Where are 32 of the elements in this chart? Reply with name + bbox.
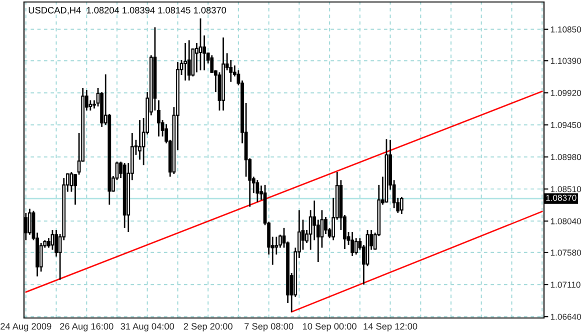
- candlestick: [400, 196, 404, 215]
- x-tick-label: 2 Sep 20:00: [184, 323, 232, 332]
- candlestick: [350, 231, 354, 257]
- x-tick-label: 14 Sep 12:00: [364, 323, 418, 332]
- x-tick-label: 26 Aug 16:00: [60, 323, 114, 332]
- candlestick: [274, 236, 278, 256]
- y-tick-label: 1.09920: [550, 90, 582, 96]
- y-tick-label: 1.06640: [550, 314, 582, 320]
- y-tick-label: 1.10850: [550, 26, 582, 33]
- y-tick-label: 1.08510: [550, 186, 582, 192]
- chart-title: USDCAD,H4 1.08204 1.08394 1.08145 1.08370: [28, 6, 226, 15]
- x-tick-label: 7 Sep 08:00: [244, 323, 294, 332]
- candlestick: [256, 179, 260, 203]
- y-tick-label: 1.08980: [550, 154, 582, 160]
- candlestick: [70, 171, 74, 192]
- candlestick: [88, 100, 92, 112]
- candlestick: [187, 40, 191, 82]
- ref-line-label: 1.08370: [546, 194, 576, 201]
- x-tick-label: 31 Aug 04:00: [120, 323, 174, 332]
- candlestick: [198, 18, 202, 71]
- candlestick: [324, 216, 328, 235]
- y-tick-label: 1.07580: [550, 250, 582, 256]
- x-tick-label: 10 Sep 00:00: [302, 323, 356, 332]
- x-tick-label: 24 Aug 2009: [0, 323, 52, 332]
- candlestick: [50, 229, 54, 250]
- candlestick: [354, 237, 358, 256]
- candlestick: [184, 42, 188, 82]
- y-tick-label: 1.08040: [550, 218, 582, 224]
- candlestick: [210, 54, 214, 74]
- y-tick-label: 1.07110: [550, 282, 580, 288]
- y-tick-label: 1.10390: [550, 58, 582, 64]
- y-tick-label: 1.09450: [550, 122, 582, 128]
